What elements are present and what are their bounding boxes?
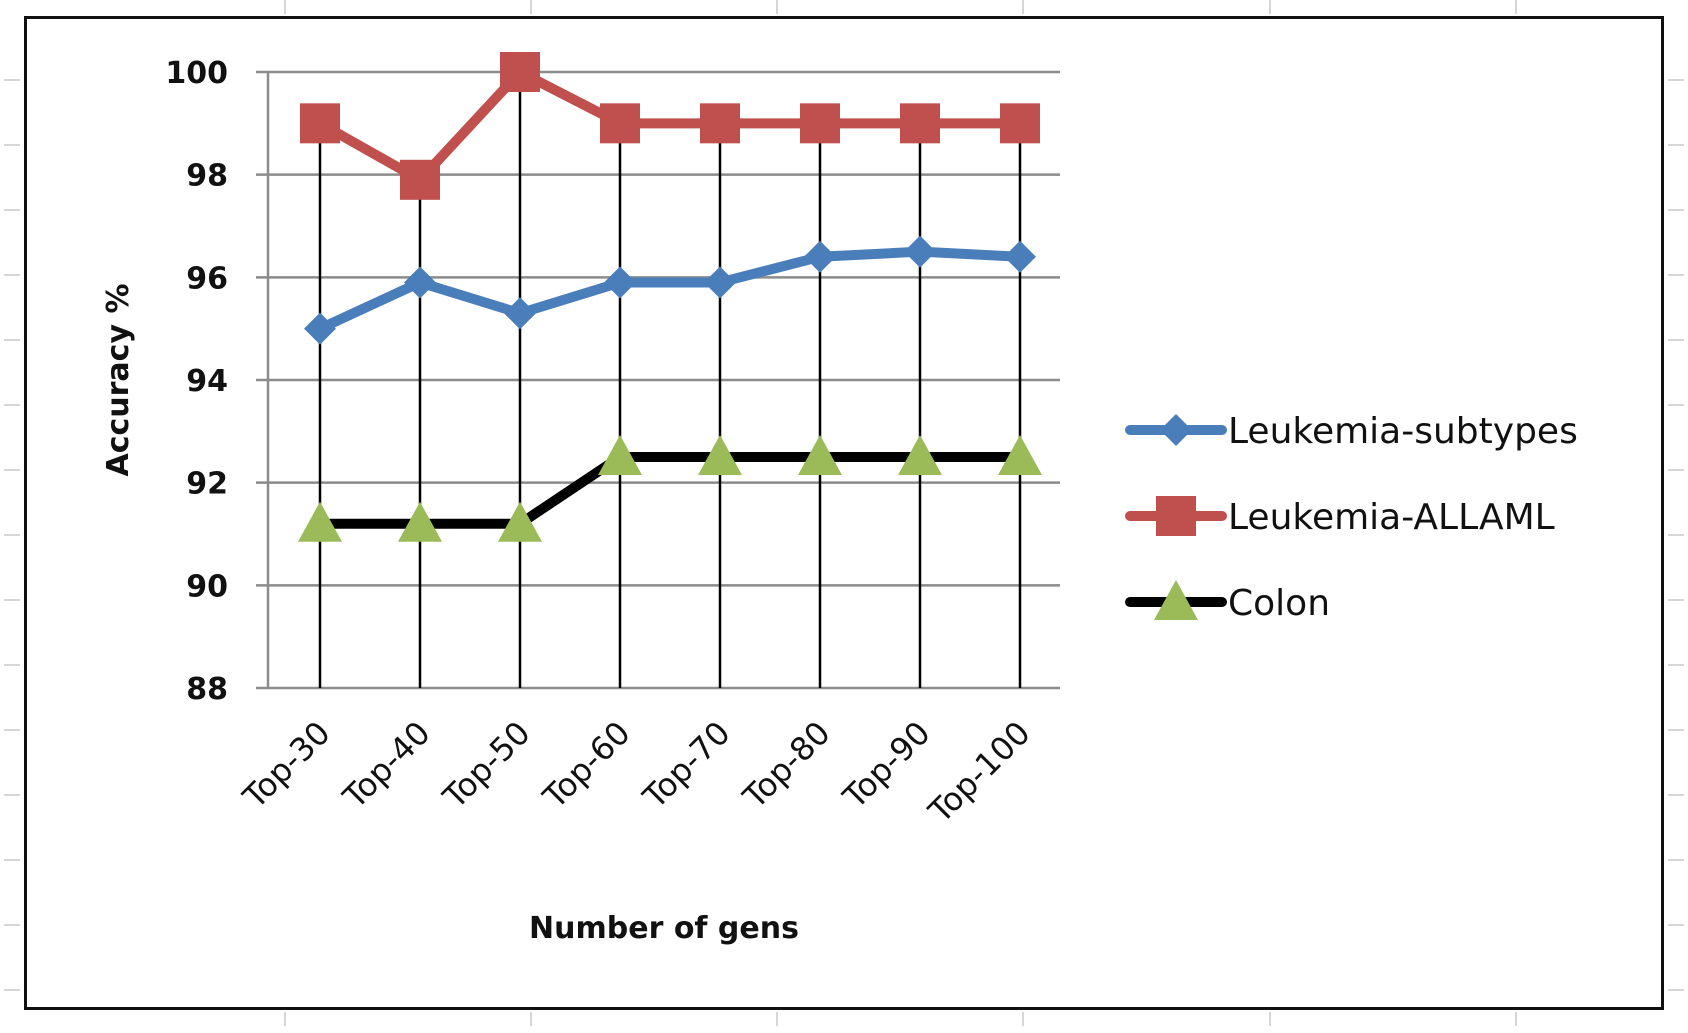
triangle-marker xyxy=(298,501,342,542)
x-tick-label: Top-100 xyxy=(921,714,1038,831)
diamond-marker xyxy=(404,266,436,299)
square-marker xyxy=(900,103,940,144)
x-axis-title: Number of gens xyxy=(529,911,799,946)
x-tick-label: Top-30 xyxy=(235,714,338,817)
square-marker xyxy=(800,103,840,144)
x-tick-label: Top-40 xyxy=(335,714,438,817)
diamond-marker xyxy=(504,297,536,330)
chart-frame xyxy=(24,16,1664,1010)
square-marker xyxy=(400,159,440,200)
x-tick-label: Top-70 xyxy=(635,714,738,817)
y-tick-label: 98 xyxy=(186,159,228,194)
x-tick-label: Top-60 xyxy=(535,714,638,817)
square-marker xyxy=(1156,496,1196,536)
y-tick-label: 90 xyxy=(186,569,228,604)
sheet-gridlines xyxy=(4,0,1684,1026)
legend-label: Leukemia-ALLAML xyxy=(1228,497,1555,538)
series-markers xyxy=(298,52,1042,542)
y-tick-label: 94 xyxy=(186,364,228,399)
legend-label: Colon xyxy=(1228,583,1330,624)
drop-lines xyxy=(318,72,1022,688)
diamond-marker xyxy=(1160,414,1192,446)
legend-label: Leukemia-subtypes xyxy=(1228,411,1578,452)
x-tick-label: Top-80 xyxy=(735,714,838,817)
y-axis-title: Accuracy % xyxy=(101,283,136,476)
diamond-marker xyxy=(304,312,336,345)
square-marker xyxy=(500,52,540,92)
series-line xyxy=(315,246,1025,334)
diamond-marker xyxy=(904,235,936,268)
square-marker xyxy=(600,103,640,144)
triangle-marker xyxy=(498,501,542,542)
y-axis-tick-labels: 88 90 92 94 96 98 100 xyxy=(165,56,228,707)
legend: Leukemia-subtypes Leukemia-ALLAML Colon xyxy=(1125,411,1578,624)
y-tick-label: 100 xyxy=(165,56,228,91)
triangle-marker xyxy=(598,435,642,475)
diamond-marker xyxy=(1004,240,1036,273)
square-marker xyxy=(300,103,340,144)
square-marker xyxy=(700,103,740,144)
y-tick-label: 92 xyxy=(186,467,228,502)
triangle-marker xyxy=(798,435,842,475)
diamond-marker xyxy=(604,266,636,299)
triangle-marker xyxy=(1154,580,1198,620)
y-tick-label: 88 xyxy=(186,672,228,707)
triangle-marker xyxy=(698,435,742,475)
diamond-marker xyxy=(704,266,736,299)
x-tick-label: Top-50 xyxy=(435,714,538,817)
triangle-marker xyxy=(998,435,1042,475)
diamond-marker xyxy=(804,240,836,273)
triangle-marker xyxy=(898,435,942,475)
y-tick-label: 96 xyxy=(186,261,228,296)
square-marker xyxy=(1000,103,1040,144)
series-line xyxy=(315,452,1025,529)
horizontal-gridlines xyxy=(256,70,1060,690)
triangle-marker xyxy=(398,501,442,542)
